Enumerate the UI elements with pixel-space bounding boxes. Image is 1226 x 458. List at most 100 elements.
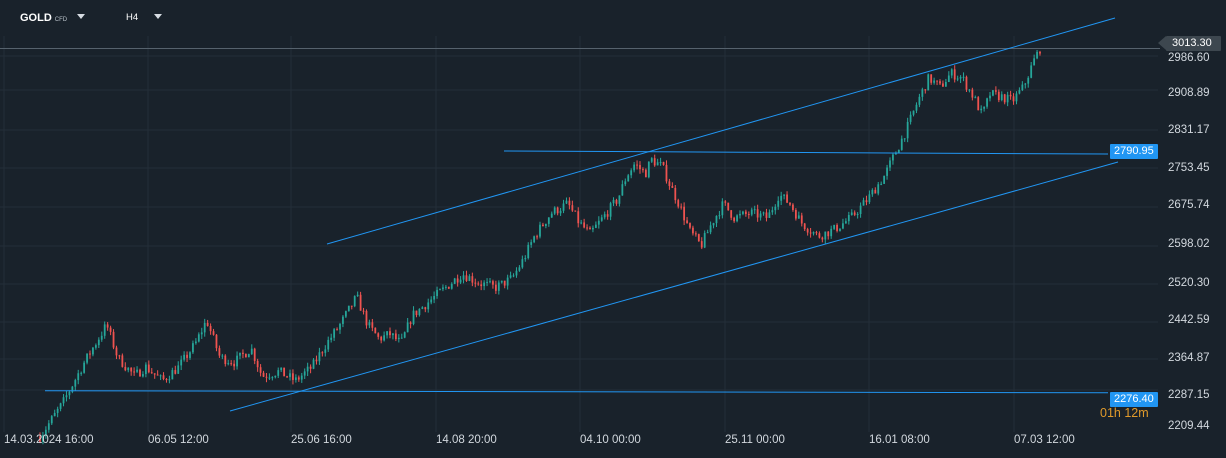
candle-body: [1006, 94, 1009, 103]
candle-body: [274, 375, 277, 378]
candle-body: [686, 220, 688, 224]
candle-body: [418, 308, 421, 316]
candle-body: [894, 153, 897, 155]
candle-body: [521, 259, 524, 268]
candle-body: [224, 355, 227, 365]
time-axis[interactable]: 14.03.2024 16:00 06.05 12:00 25.06 16:00…: [0, 432, 1160, 456]
symbol-selector[interactable]: GOLD CFD: [20, 12, 67, 24]
candle-body: [377, 333, 380, 337]
candle-body: [700, 241, 703, 248]
chevron-down-icon[interactable]: [154, 14, 162, 19]
candle-body: [739, 213, 741, 216]
candle-body: [292, 373, 294, 380]
candle-body: [977, 97, 980, 111]
candle-body: [827, 231, 830, 237]
candle-body: [403, 332, 406, 338]
candle-body: [271, 377, 274, 379]
candle-body: [747, 214, 750, 216]
candle-body: [512, 275, 515, 277]
candle-body: [339, 323, 341, 330]
candle-body: [494, 284, 497, 291]
candle-body: [800, 215, 803, 224]
price-tick: 2753.45: [1168, 162, 1210, 174]
chevron-down-icon[interactable]: [77, 14, 85, 19]
candle-body: [915, 104, 918, 111]
candle-body: [268, 377, 271, 379]
candle-body: [336, 329, 338, 331]
candle-body: [968, 89, 971, 91]
candle-body: [644, 169, 647, 178]
candle-body: [277, 370, 280, 376]
candle-body: [100, 335, 103, 340]
candle-body: [489, 281, 491, 283]
candle-body: [859, 205, 862, 214]
candle-body: [942, 83, 944, 87]
candle-body: [962, 76, 965, 78]
candle-body: [189, 352, 191, 358]
candle-body: [424, 307, 427, 310]
candle-body: [233, 363, 236, 367]
candle-body: [780, 195, 783, 201]
candle-body: [668, 181, 671, 186]
candle-body: [736, 215, 738, 222]
candle-body: [756, 209, 759, 218]
candle-body: [662, 162, 665, 165]
candle-body: [112, 331, 115, 348]
candle-body: [847, 215, 850, 222]
candle-body: [950, 69, 953, 76]
price-axis[interactable]: 2986.60 2908.89 2831.17 2753.45 2675.74 …: [1160, 36, 1226, 446]
candle-body: [115, 347, 118, 356]
candle-body: [871, 189, 874, 195]
candle-body: [200, 332, 203, 335]
candle-body: [197, 334, 200, 342]
symbol-type-badge: CFD: [54, 17, 68, 23]
candle-body: [665, 164, 668, 182]
candle-body: [812, 232, 815, 234]
candle-body: [821, 237, 824, 240]
candle-body: [397, 337, 400, 340]
candle-body: [886, 167, 888, 176]
candle-body: [71, 386, 74, 392]
level-label[interactable]: 2276.40: [1110, 392, 1158, 407]
candle-body: [783, 194, 786, 196]
channel-upper-line: [326, 17, 1116, 245]
candle-body: [194, 341, 197, 344]
candle-body: [983, 106, 986, 109]
candle-body: [580, 222, 583, 224]
candle-body: [609, 203, 612, 217]
candle-body: [312, 359, 315, 369]
candle-body: [242, 352, 244, 354]
candle-body: [771, 210, 774, 213]
candle-body: [621, 184, 624, 196]
candle-body: [471, 276, 474, 283]
candle-body: [462, 275, 465, 280]
candle-body: [256, 360, 259, 368]
candle-body: [415, 310, 418, 316]
candle-body: [750, 209, 753, 215]
candle-body: [368, 322, 371, 326]
level-label[interactable]: 2790.95: [1110, 144, 1158, 159]
candle-body: [344, 311, 347, 317]
candle-body: [315, 359, 318, 362]
candle-body: [406, 322, 409, 333]
candle-body: [656, 162, 659, 166]
candle-body: [768, 212, 771, 218]
candle-body: [712, 223, 715, 226]
candle-body: [439, 289, 441, 291]
price-tick: 2831.17: [1168, 124, 1210, 136]
candle-body: [921, 89, 924, 97]
candle-body: [42, 435, 44, 442]
candle-body: [212, 331, 215, 335]
candle-body: [636, 164, 638, 166]
candle-body: [342, 316, 344, 324]
candle-body: [936, 80, 938, 82]
candle-body: [803, 223, 806, 230]
candle-body: [206, 322, 209, 327]
timeframe-selector[interactable]: H4: [126, 12, 139, 23]
candle-body: [56, 408, 59, 413]
candle-body: [442, 287, 444, 290]
candle-body: [765, 212, 768, 218]
candle-body: [118, 355, 121, 357]
candle-body: [953, 69, 956, 80]
